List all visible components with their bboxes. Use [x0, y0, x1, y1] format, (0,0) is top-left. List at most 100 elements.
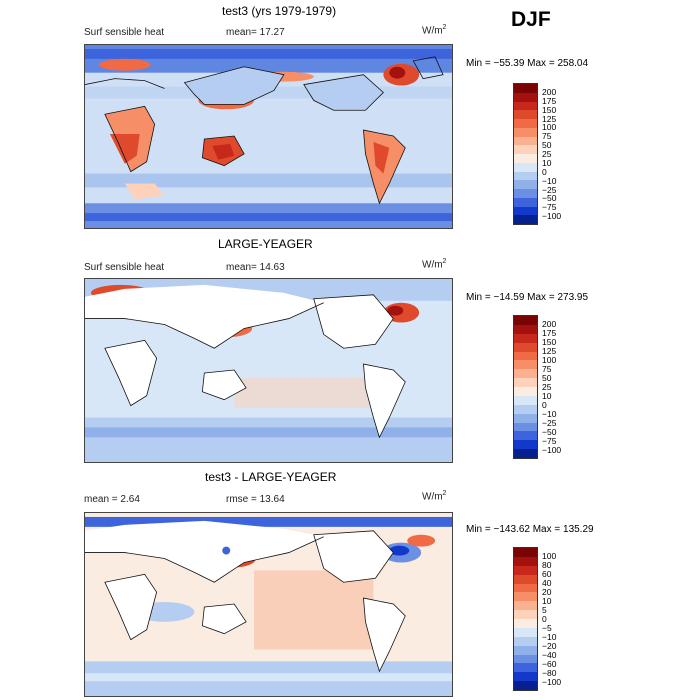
colorbar-tick-label: 175 — [542, 327, 557, 338]
colorbar-swatch — [514, 206, 537, 216]
colorbar-tick-label: 200 — [542, 318, 557, 329]
panel1-mean: mean= 17.27 — [226, 27, 285, 38]
panel1-minmax: Min = −55.39 Max = 258.04 — [466, 58, 589, 69]
colorbar-tick-label: 200 — [542, 86, 557, 97]
colorbar-swatch — [514, 627, 537, 637]
colorbar-swatch — [514, 369, 537, 379]
panel2-map — [84, 278, 453, 463]
panel2-units: W/m2 — [422, 258, 447, 271]
colorbar-tick-label: 40 — [542, 577, 552, 588]
colorbar-tick-label: −20 — [542, 640, 557, 651]
panel1-units: W/m2 — [422, 24, 447, 37]
colorbar-swatch — [514, 610, 537, 619]
season-label: DJF — [511, 8, 551, 31]
colorbar-tick-label: −50 — [542, 426, 557, 437]
colorbar-swatch — [514, 619, 537, 628]
colorbar-tick-label: −75 — [542, 435, 557, 446]
colorbar-swatch — [514, 431, 537, 441]
colorbar-tick-label: 25 — [542, 148, 552, 159]
colorbar-swatch — [514, 136, 537, 146]
panel3-title: test3 - LARGE-YEAGER — [205, 470, 337, 484]
panel1-map-field — [85, 45, 452, 228]
colorbar-tick-label: 150 — [542, 336, 557, 347]
colorbar-tick-label: 75 — [542, 131, 552, 141]
colorbar-swatch — [514, 215, 537, 224]
colorbar-swatch — [514, 583, 537, 593]
colorbar-swatch — [514, 601, 537, 611]
panel2-colorbar — [513, 315, 538, 459]
colorbar-tick-label: 10 — [542, 157, 552, 168]
colorbar-tick-label: 10 — [542, 390, 552, 401]
colorbar-swatch — [514, 672, 537, 682]
colorbar-swatch — [514, 197, 537, 207]
colorbar-swatch — [514, 404, 537, 414]
panel3-mean: mean = 2.64 — [84, 494, 140, 505]
colorbar-swatch — [514, 127, 537, 137]
colorbar-swatch — [514, 681, 537, 690]
colorbar-tick-label: 175 — [542, 95, 557, 106]
colorbar-swatch — [514, 162, 537, 172]
panel3-map-field — [85, 513, 452, 696]
colorbar-tick-label: −100 — [542, 444, 562, 455]
colorbar-tick-label: −80 — [542, 667, 557, 678]
colorbar-swatch — [514, 636, 537, 646]
colorbar-tick-label: 50 — [542, 139, 552, 150]
colorbar-swatch — [514, 171, 537, 181]
colorbar-swatch — [514, 110, 537, 119]
colorbar-swatch — [514, 654, 537, 664]
panel2-field-label: Surf sensible heat — [84, 262, 165, 273]
colorbar-tick-label: 5 — [542, 604, 547, 615]
colorbar-tick-label: 0 — [542, 166, 547, 177]
colorbar-swatch — [514, 449, 537, 458]
colorbar-swatch — [514, 360, 537, 370]
colorbar-tick-label: 20 — [542, 586, 552, 597]
colorbar-tick-label: 80 — [542, 559, 552, 570]
colorbar-swatch — [514, 154, 537, 163]
colorbar-swatch — [514, 548, 537, 557]
colorbar-swatch — [514, 351, 537, 361]
colorbar-swatch — [514, 92, 537, 102]
colorbar-swatch — [514, 316, 537, 325]
colorbar-swatch — [514, 422, 537, 432]
colorbar-swatch — [514, 574, 537, 584]
colorbar-swatch — [514, 663, 537, 673]
colorbar-tick-label: 100 — [542, 550, 557, 561]
colorbar-swatch — [514, 645, 537, 655]
colorbar-tick-label: 0 — [542, 613, 547, 624]
colorbar-swatch — [514, 395, 537, 405]
panel2-minmax: Min = −14.59 Max = 273.95 — [466, 292, 589, 303]
panel1-colorbar — [513, 83, 538, 225]
panel3-minmax: Min = −143.62 Max = 135.29 — [466, 524, 594, 535]
colorbar-swatch — [514, 378, 537, 387]
colorbar-swatch — [514, 413, 537, 423]
panel1-title: test3 (yrs 1979-1979) — [222, 4, 337, 18]
colorbar-tick-label: −5 — [542, 622, 552, 633]
colorbar-tick-label: 0 — [542, 399, 547, 410]
panel1-map — [84, 44, 453, 229]
panel1-field-label: Surf sensible heat — [84, 27, 165, 38]
colorbar-swatch — [514, 333, 537, 343]
colorbar-tick-label: −10 — [542, 408, 557, 419]
colorbar-tick-label: 25 — [542, 381, 552, 392]
colorbar-tick-label: 125 — [542, 113, 557, 124]
colorbar-tick-label: −60 — [542, 658, 557, 669]
colorbar-swatch — [514, 342, 537, 352]
panel2-map-field — [85, 279, 452, 462]
colorbar-tick-label: 75 — [542, 363, 552, 374]
colorbar-swatch — [514, 119, 537, 128]
colorbar-tick-label: 100 — [542, 354, 557, 365]
colorbar-tick-label: −10 — [542, 631, 557, 642]
colorbar-swatch — [514, 324, 537, 334]
panel3-colorbar — [513, 547, 538, 691]
panel3-map — [84, 512, 453, 697]
colorbar-tick-label: −50 — [542, 193, 557, 204]
colorbar-swatch — [514, 145, 537, 154]
colorbar-tick-label: 150 — [542, 104, 557, 115]
colorbar-tick-label: 125 — [542, 345, 557, 356]
colorbar-tick-label: −75 — [542, 202, 557, 212]
panel3-rmse: rmse = 13.64 — [226, 494, 285, 505]
colorbar-tick-label: −100 — [542, 210, 562, 221]
panel3-units: W/m2 — [422, 490, 447, 503]
colorbar-tick-label: 100 — [542, 122, 557, 133]
colorbar-tick-label: −100 — [542, 676, 562, 687]
